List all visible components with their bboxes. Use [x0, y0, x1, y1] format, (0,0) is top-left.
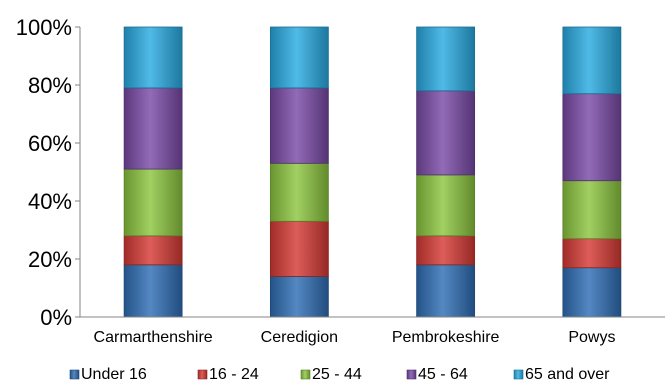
- x-tick-label: Carmarthenshire: [94, 329, 213, 346]
- x-tick-label: Ceredigion: [261, 329, 338, 346]
- bar-segment-carmarthenshire-65-and-over: [123, 26, 183, 89]
- bar-segment-carmarthenshire-under-16: [123, 264, 183, 318]
- bar-segment-ceredigion-under-16: [269, 275, 329, 318]
- bar-segment-powys-under-16: [562, 267, 622, 318]
- legend-swatch-25-44: [300, 369, 311, 380]
- bar-segment-pembrokeshire-16-24: [416, 235, 476, 266]
- bar-segment-ceredigion-65-and-over: [269, 26, 329, 89]
- bar-segment-ceredigion-45-64: [269, 87, 329, 164]
- legend-label-45-64: 45 - 64: [418, 366, 468, 383]
- x-tick-label: Pembrokeshire: [392, 329, 500, 346]
- bar-segment-pembrokeshire-65-and-over: [416, 26, 476, 92]
- legend-label-under-16: Under 16: [81, 366, 147, 383]
- bar-segment-pembrokeshire-under-16: [416, 264, 476, 318]
- bar-segment-pembrokeshire-45-64: [416, 90, 476, 176]
- bar-segment-powys-16-24: [562, 238, 622, 269]
- bar-segment-powys-25-44: [562, 180, 622, 240]
- y-tick-label: 60%: [28, 131, 72, 156]
- y-tick-label: 100%: [16, 15, 72, 40]
- bar-segment-carmarthenshire-25-44: [123, 168, 183, 237]
- legend-swatch-under-16: [69, 369, 80, 380]
- bar-segment-ceredigion-25-44: [269, 162, 329, 222]
- bar-segment-pembrokeshire-25-44: [416, 174, 476, 237]
- bar-segment-carmarthenshire-45-64: [123, 87, 183, 170]
- legend-swatch-16-24: [197, 369, 208, 380]
- x-tick-label: Powys: [568, 329, 615, 346]
- legend-swatch-45-64: [406, 369, 417, 380]
- plot-area: [123, 26, 622, 318]
- legend-swatch-65-and-over: [513, 369, 524, 380]
- y-tick-label: 80%: [28, 73, 72, 98]
- legend-label-65-and-over: 65 and over: [525, 366, 610, 383]
- y-tick-label: 40%: [28, 189, 72, 214]
- bar-segment-powys-65-and-over: [562, 26, 622, 95]
- legend-label-25-44: 25 - 44: [312, 366, 362, 383]
- axes: 0% 20% 40% 60% 80% 100% Carmarthenshire Ceredig…: [16, 15, 665, 346]
- legend: Under 16 16 - 24 25 - 44 45 - 64 65 and over: [69, 366, 610, 383]
- bar-segment-powys-45-64: [562, 93, 622, 182]
- y-tick-label: 0%: [40, 305, 72, 330]
- bar-segment-carmarthenshire-16-24: [123, 235, 183, 266]
- y-tick-label: 20%: [28, 247, 72, 272]
- bar-segment-ceredigion-16-24: [269, 220, 329, 277]
- legend-label-16-24: 16 - 24: [209, 366, 259, 383]
